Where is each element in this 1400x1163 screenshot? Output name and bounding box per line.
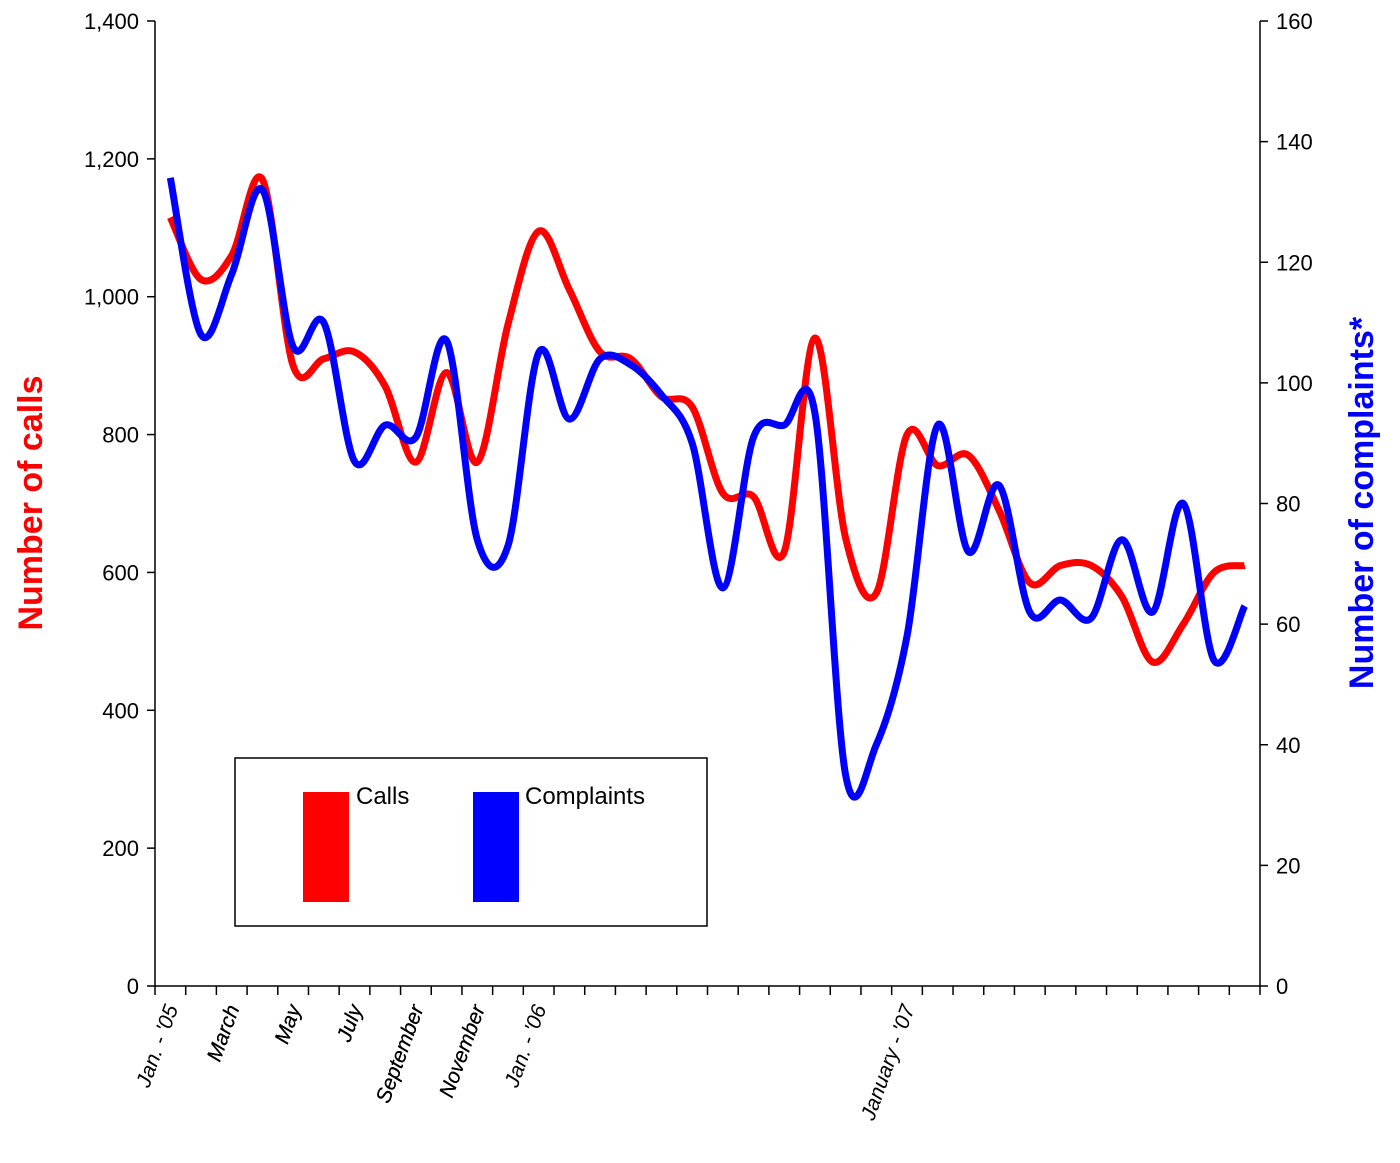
x-tick-label: September <box>372 1001 429 1106</box>
left-tick-label: 800 <box>102 423 139 448</box>
x-tick-label: November <box>435 1001 490 1101</box>
x-tick-label: Jan. - '06 <box>500 1002 551 1092</box>
legend-swatch-calls <box>303 792 349 902</box>
series-layer <box>166 173 1248 801</box>
right-tick-label: 160 <box>1276 9 1313 34</box>
x-tick-label: May <box>271 1000 307 1047</box>
x-tick-label: January - '07 <box>856 1001 920 1125</box>
right-tick-label: 60 <box>1276 612 1300 637</box>
right-tick-label: 40 <box>1276 733 1300 758</box>
right-tick-label: 100 <box>1276 371 1313 396</box>
x-tick-label: March <box>203 1002 245 1065</box>
x-tick-label: July <box>332 1000 367 1045</box>
x-tick-label: Jan. - '05 <box>132 1002 183 1092</box>
left-tick-label: 1,400 <box>84 9 139 34</box>
right-tick-label: 20 <box>1276 853 1300 878</box>
right-tick-label: 80 <box>1276 492 1300 517</box>
legend-label-complaints: Complaints <box>525 783 645 810</box>
x-ticks: Jan. - '05 March May July September November J… <box>132 986 1261 1125</box>
right-y-ticks: 0 20 40 60 80 100 120 140 160 <box>1260 9 1313 999</box>
right-tick-label: 140 <box>1276 130 1313 155</box>
legend: Calls Complaints <box>234 757 708 927</box>
series-line-complaints <box>166 177 1248 801</box>
left-axis-title: Number of calls <box>12 375 50 630</box>
legend-label-calls: Calls <box>356 783 409 810</box>
left-tick-label: 1,200 <box>84 147 139 172</box>
left-tick-label: 1,000 <box>84 285 139 310</box>
left-tick-label: 200 <box>102 836 139 861</box>
left-tick-label: 600 <box>102 560 139 585</box>
legend-swatch-complaints <box>473 792 519 902</box>
left-tick-label: 400 <box>102 698 139 723</box>
right-axis-title: Number of complaints* <box>1343 316 1381 689</box>
right-tick-label: 120 <box>1276 250 1313 275</box>
left-tick-label: 0 <box>127 974 139 999</box>
left-y-ticks: 0 200 400 600 800 1,000 1,200 1,400 <box>84 9 155 999</box>
series-line-calls <box>167 173 1246 666</box>
right-tick-label: 0 <box>1276 974 1288 999</box>
